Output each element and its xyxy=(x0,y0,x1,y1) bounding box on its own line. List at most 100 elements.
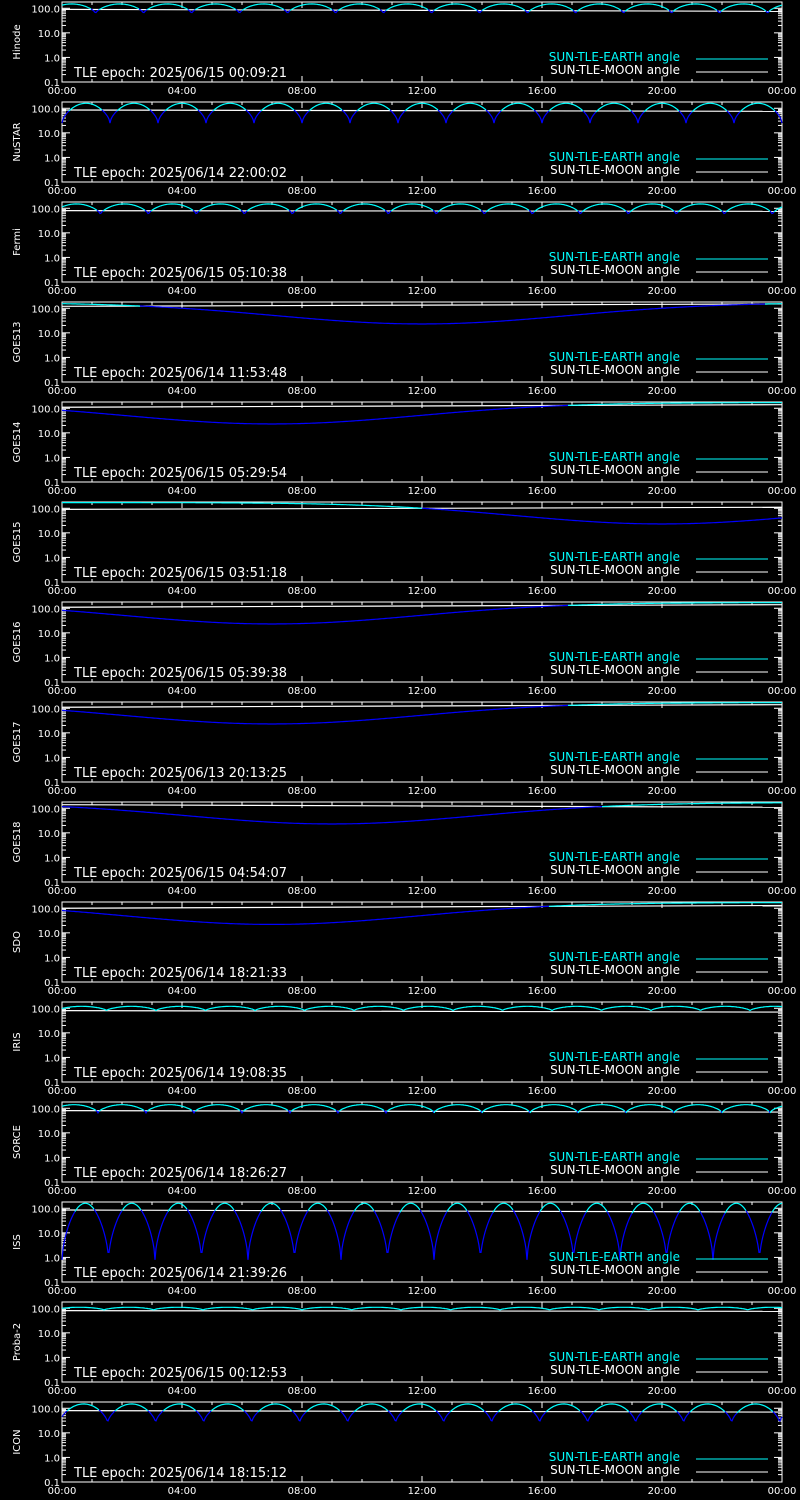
series-line-earth xyxy=(539,1202,561,1212)
series-line-earth xyxy=(289,3,333,11)
series-line-earth xyxy=(291,1410,307,1422)
x-tick-label: 16:00 xyxy=(528,786,557,797)
series-line-earth xyxy=(116,102,151,112)
x-tick-label: 00:00 xyxy=(48,286,77,297)
y-tick-label: 10.0 xyxy=(38,29,60,40)
series-line-earth xyxy=(399,1202,421,1213)
series-line-earth xyxy=(62,303,140,307)
x-tick-label: 08:00 xyxy=(288,1386,317,1397)
series-line-earth xyxy=(90,8,100,14)
series-line-earth xyxy=(293,109,310,124)
tle-epoch-label: TLE epoch: 2025/06/15 00:12:53 xyxy=(73,1366,287,1381)
series-line-earth xyxy=(500,102,535,112)
series-line-earth xyxy=(485,109,502,124)
y-tick-label: 1.0 xyxy=(44,453,60,464)
chart-panel-goes14: 100.010.01.00.100:00 04:00 08:00 12:00 16:00… xyxy=(12,401,796,497)
series-line-earth xyxy=(524,9,530,14)
satellite-label: ISS xyxy=(12,1234,23,1250)
series-line-earth xyxy=(625,210,631,215)
satellite-label: GOES15 xyxy=(12,521,23,562)
series-line-earth xyxy=(62,805,602,825)
x-tick-label: 00:00 xyxy=(768,886,797,897)
series-line-earth xyxy=(121,1202,142,1212)
series-line-earth xyxy=(628,1411,643,1422)
y-tick-label: 1.0 xyxy=(44,353,60,364)
series-line-earth xyxy=(387,1410,403,1422)
series-line-earth xyxy=(379,9,387,14)
series-line-earth xyxy=(260,102,295,112)
x-tick-label: 00:00 xyxy=(48,986,77,997)
series-line-earth xyxy=(146,3,189,11)
legend-earth-label: SUN-TLE-EARTH angle xyxy=(549,650,680,664)
x-tick-label: 20:00 xyxy=(648,586,677,597)
x-tick-label: 16:00 xyxy=(528,986,557,997)
legend-earth-label: SUN-TLE-EARTH angle xyxy=(549,350,680,364)
series-line-earth xyxy=(678,1202,701,1213)
x-tick-label: 16:00 xyxy=(528,1386,557,1397)
x-tick-label: 00:00 xyxy=(768,186,797,197)
series-line-earth xyxy=(768,4,783,12)
x-tick-label: 20:00 xyxy=(648,86,677,97)
series-line-earth xyxy=(492,1202,514,1213)
y-tick-label: 1.0 xyxy=(44,153,60,164)
x-tick-label: 12:00 xyxy=(408,586,437,597)
x-tick-label: 12:00 xyxy=(408,686,437,697)
series-line-earth xyxy=(389,109,406,124)
y-tick-label: 10.0 xyxy=(38,1329,60,1340)
series-line-moon xyxy=(61,904,783,909)
x-tick-label: 04:00 xyxy=(168,1386,197,1397)
series-line-earth xyxy=(677,203,723,213)
chart-panel-iris: 100.010.01.00.100:00 04:00 08:00 12:00 16:00… xyxy=(12,1001,796,1097)
x-tick-label: 00:00 xyxy=(768,286,797,297)
series-line-earth xyxy=(66,1403,100,1412)
series-line-earth xyxy=(601,802,782,808)
legend-moon-label: SUN-TLE-MOON angle xyxy=(550,1163,680,1177)
x-tick-label: 00:00 xyxy=(768,386,797,397)
x-tick-label: 08:00 xyxy=(288,286,317,297)
y-tick-label: 0.1 xyxy=(44,278,60,289)
y-tick-label: 10.0 xyxy=(38,1029,60,1040)
x-tick-label: 20:00 xyxy=(648,686,677,697)
x-tick-label: 00:00 xyxy=(768,1186,797,1197)
series-line-earth xyxy=(726,110,741,124)
satellite-label: Fermi xyxy=(12,228,23,256)
tle-epoch-label: TLE epoch: 2025/06/15 04:54:07 xyxy=(73,866,287,881)
series-line-earth xyxy=(386,1104,434,1112)
y-tick-label: 10.0 xyxy=(38,329,60,340)
series-line-earth xyxy=(481,1104,530,1114)
series-line-earth xyxy=(548,102,584,112)
x-tick-label: 12:00 xyxy=(408,1386,437,1397)
x-tick-label: 20:00 xyxy=(648,486,677,497)
series-line-earth xyxy=(432,209,439,215)
x-tick-label: 00:00 xyxy=(768,986,797,997)
x-tick-label: 00:00 xyxy=(768,686,797,697)
series-line-earth xyxy=(257,1403,293,1413)
series-line-earth xyxy=(625,1104,674,1114)
x-tick-label: 12:00 xyxy=(408,1486,437,1497)
y-tick-label: 100.0 xyxy=(31,904,60,915)
series-line-earth xyxy=(294,203,338,212)
x-tick-label: 04:00 xyxy=(168,1086,197,1097)
y-tick-label: 100.0 xyxy=(31,604,60,615)
y-tick-label: 0.1 xyxy=(44,1278,60,1289)
series-line-earth xyxy=(433,3,478,11)
x-tick-label: 04:00 xyxy=(168,686,197,697)
x-tick-label: 08:00 xyxy=(288,1086,317,1097)
series-line-earth xyxy=(342,203,386,212)
x-tick-label: 20:00 xyxy=(648,1486,677,1497)
series-line-earth xyxy=(187,9,196,14)
series-line-earth xyxy=(691,102,728,113)
series-line-earth xyxy=(339,1410,355,1422)
tle-epoch-label: TLE epoch: 2025/06/14 11:53:48 xyxy=(73,366,287,381)
x-tick-label: 16:00 xyxy=(528,1186,557,1197)
x-tick-label: 00:00 xyxy=(768,1486,797,1497)
legend-moon-label: SUN-TLE-MOON angle xyxy=(550,563,680,577)
x-tick-label: 04:00 xyxy=(168,86,197,97)
series-line-earth xyxy=(308,102,343,112)
x-tick-label: 04:00 xyxy=(168,286,197,297)
series-line-earth xyxy=(769,1105,783,1114)
series-line-earth xyxy=(629,203,675,213)
x-tick-label: 08:00 xyxy=(288,986,317,997)
series-line-earth xyxy=(194,1104,241,1112)
